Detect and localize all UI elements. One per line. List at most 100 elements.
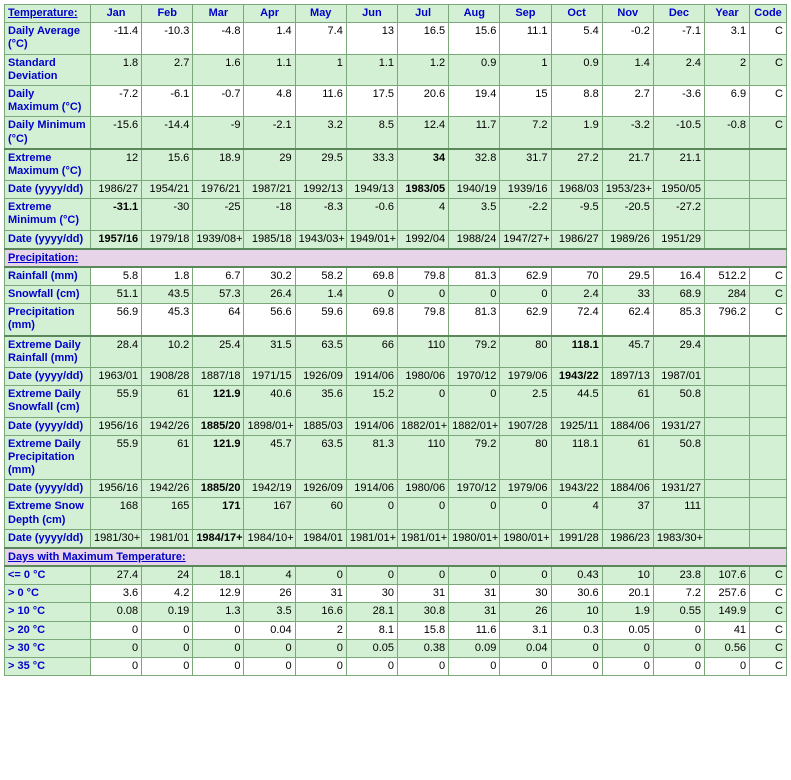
cell: 1907/28 <box>500 417 551 435</box>
cell: 40.6 <box>244 386 295 417</box>
cell: 1986/27 <box>551 230 602 249</box>
cell: 62.9 <box>500 304 551 336</box>
cell <box>750 199 787 230</box>
cell: 80 <box>500 336 551 368</box>
cell: 30 <box>346 585 397 603</box>
cell: 1970/12 <box>449 367 500 385</box>
cell: 17.5 <box>346 85 397 116</box>
row-edpd: Date (yyyy/dd)1956/161942/261885/201942/… <box>5 480 787 498</box>
section-link[interactable]: Days with Maximum Temperature: <box>8 551 186 563</box>
cell: 0 <box>142 621 193 639</box>
cell: -18 <box>244 199 295 230</box>
cell: 1956/16 <box>90 480 141 498</box>
cell: 1940/19 <box>449 181 500 199</box>
section-link[interactable]: Precipitation: <box>8 252 78 264</box>
cell: 1943/22 <box>551 367 602 385</box>
cell: 2.7 <box>142 54 193 85</box>
row-gt10: > 10 °C0.080.191.33.516.628.130.83126101… <box>5 603 787 621</box>
cell: 43.5 <box>142 286 193 304</box>
cell: 1.3 <box>193 603 244 621</box>
cell: 15.6 <box>142 149 193 181</box>
cell: 0.3 <box>551 621 602 639</box>
cell: 24 <box>142 566 193 585</box>
cell: -2.1 <box>244 117 295 149</box>
cell: 118.1 <box>551 336 602 368</box>
cell <box>750 386 787 417</box>
cell: 1989/26 <box>602 230 653 249</box>
row-rain: Rainfall (mm)5.81.86.730.258.269.879.881… <box>5 267 787 286</box>
cell: 0 <box>449 498 500 529</box>
cell: 20.6 <box>398 85 449 116</box>
cell: 0.19 <box>142 603 193 621</box>
col-apr: Apr <box>244 5 295 23</box>
cell: 1985/18 <box>244 230 295 249</box>
cell: 30.8 <box>398 603 449 621</box>
cell: -6.1 <box>142 85 193 116</box>
temperature-link[interactable]: Temperature: <box>8 7 77 19</box>
row-emind: Date (yyyy/dd)1957/161979/181939/08+1985… <box>5 230 787 249</box>
cell: 1970/12 <box>449 480 500 498</box>
cell: 1908/28 <box>142 367 193 385</box>
cell: 1885/03 <box>295 417 346 435</box>
cell: C <box>750 85 787 116</box>
header-row: Temperature: Jan Feb Mar Apr May Jun Jul… <box>5 5 787 23</box>
row-label: Extreme Daily Precipitation (mm) <box>5 435 91 480</box>
row-davg: Daily Average (°C)-11.4-10.3-4.81.47.413… <box>5 23 787 54</box>
row-label: > 20 °C <box>5 621 91 639</box>
cell: 27.4 <box>90 566 141 585</box>
cell: -3.6 <box>653 85 704 116</box>
cell: 15.8 <box>398 621 449 639</box>
cell: -8.3 <box>295 199 346 230</box>
row-label: Daily Maximum (°C) <box>5 85 91 116</box>
row-label: Date (yyyy/dd) <box>5 367 91 385</box>
cell: 31 <box>449 585 500 603</box>
cell: 1884/06 <box>602 417 653 435</box>
cell: 0 <box>346 498 397 529</box>
cell: 0.05 <box>602 621 653 639</box>
cell: 79.8 <box>398 304 449 336</box>
cell: 15 <box>500 85 551 116</box>
row-label: Daily Average (°C) <box>5 23 91 54</box>
cell: 1971/15 <box>244 367 295 385</box>
row-edp: Extreme Daily Precipitation (mm)55.96112… <box>5 435 787 480</box>
row-esdd: Date (yyyy/dd)1981/30+1981/011984/17+198… <box>5 529 787 548</box>
cell: 1885/20 <box>193 480 244 498</box>
cell: 0.9 <box>551 54 602 85</box>
cell: 3.1 <box>705 23 750 54</box>
cell: 171 <box>193 498 244 529</box>
cell: 1986/27 <box>90 181 141 199</box>
cell: 149.9 <box>705 603 750 621</box>
row-precip: Precipitation (mm)56.945.36456.659.669.8… <box>5 304 787 336</box>
cell: 0.09 <box>449 639 500 657</box>
cell: 0 <box>398 566 449 585</box>
cell: 10 <box>551 603 602 621</box>
cell: 1983/30+ <box>653 529 704 548</box>
cell: 63.5 <box>295 336 346 368</box>
cell: 0 <box>449 386 500 417</box>
cell: 0 <box>449 657 500 675</box>
cell: 1953/23+ <box>602 181 653 199</box>
cell: 1 <box>295 54 346 85</box>
row-dmax: Daily Maximum (°C)-7.2-6.1-0.74.811.617.… <box>5 85 787 116</box>
cell: 1931/27 <box>653 480 704 498</box>
row-edrd: Date (yyyy/dd)1963/011908/281887/181971/… <box>5 367 787 385</box>
cell: C <box>750 639 787 657</box>
cell: -0.6 <box>346 199 397 230</box>
cell: 81.3 <box>346 435 397 480</box>
cell: 16.4 <box>653 267 704 286</box>
cell: 18.1 <box>193 566 244 585</box>
cell: 2.4 <box>551 286 602 304</box>
cell: -10.3 <box>142 23 193 54</box>
cell: -10.5 <box>653 117 704 149</box>
row-label: Snowfall (cm) <box>5 286 91 304</box>
cell <box>705 230 750 249</box>
cell: 0.08 <box>90 603 141 621</box>
cell <box>705 149 750 181</box>
cell: 121.9 <box>193 386 244 417</box>
cell: C <box>750 23 787 54</box>
cell: -2.2 <box>500 199 551 230</box>
cell: 1.8 <box>90 54 141 85</box>
cell: 2.5 <box>500 386 551 417</box>
cell <box>750 149 787 181</box>
section-temperature[interactable]: Temperature: <box>5 5 91 23</box>
